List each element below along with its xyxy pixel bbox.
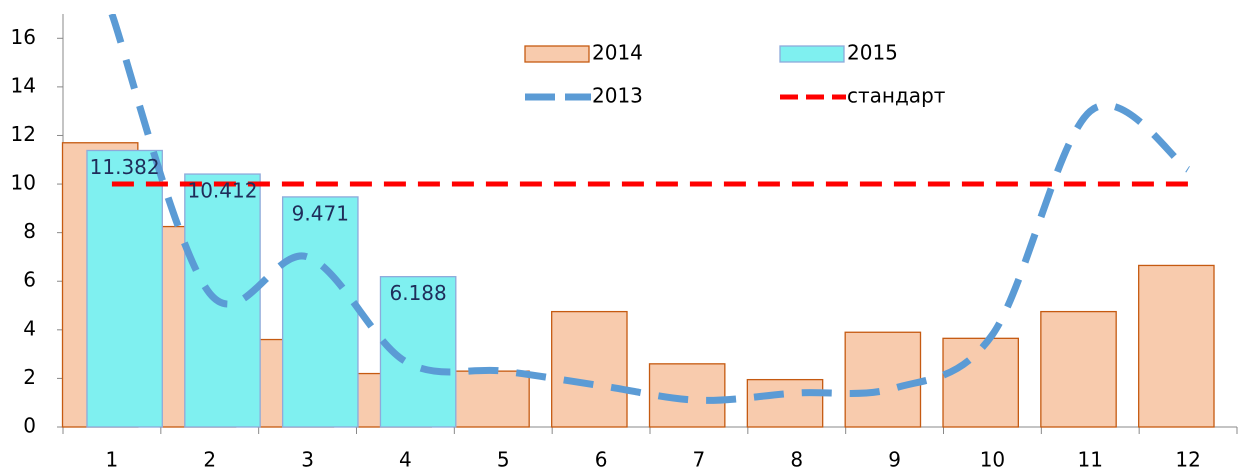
bar (86, 149, 163, 428)
bar (1138, 264, 1215, 428)
legend-label: 2015 (847, 41, 898, 65)
x-tick-label: 4 (399, 448, 412, 472)
y-tick-label: 14 (11, 73, 36, 97)
bar (453, 370, 530, 428)
data-label: 10.412 (187, 179, 257, 203)
data-label: 11.382 (90, 155, 160, 179)
bar (942, 337, 1019, 428)
y-tick-label: 0 (23, 414, 36, 438)
x-tick-label: 1 (106, 448, 119, 472)
x-tick-label: 12 (1175, 448, 1200, 472)
bar (281, 196, 359, 428)
line-series (108, 14, 1191, 404)
legend-swatch (524, 45, 590, 63)
x-tick-label: 10 (980, 448, 1005, 472)
bar (844, 331, 922, 428)
x-tick-label: 3 (301, 448, 314, 472)
x-tick-label: 2 (203, 448, 216, 472)
x-tick-label: 6 (595, 448, 608, 472)
y-tick-label: 2 (23, 365, 36, 389)
lines (108, 14, 1191, 404)
legend-swatch (779, 45, 845, 63)
x-tick-label: 9 (888, 448, 901, 472)
legend-label: 2014 (592, 41, 643, 65)
legend-label: 2013 (592, 84, 643, 108)
y-tick-label: 12 (11, 122, 36, 146)
y-tick-label: 4 (23, 316, 36, 340)
y-tick-label: 10 (11, 171, 36, 195)
data-label: 6.188 (390, 281, 447, 305)
x-tick-label: 11 (1078, 448, 1103, 472)
legend-label: стандарт (847, 84, 946, 108)
x-tick-label: 5 (497, 448, 510, 472)
bar (746, 378, 824, 428)
y-tick-label: 16 (11, 25, 36, 49)
x-tick-label: 7 (693, 448, 706, 472)
data-label: 9.471 (292, 201, 349, 225)
bar (551, 310, 628, 428)
bar (1040, 310, 1117, 428)
y-tick-label: 6 (23, 268, 36, 292)
x-tick-label: 8 (790, 448, 803, 472)
y-tick-label: 8 (23, 219, 36, 243)
